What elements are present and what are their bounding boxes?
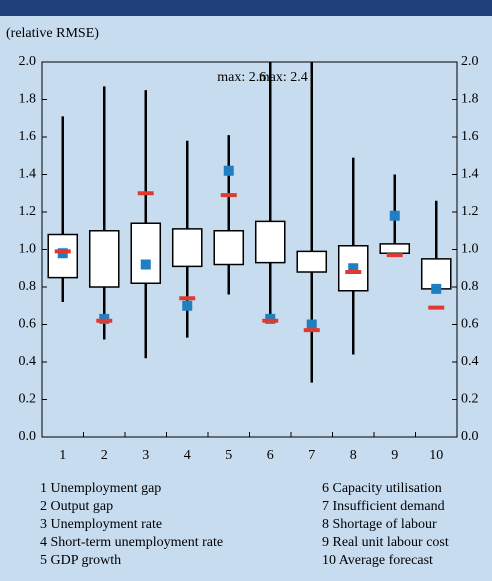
plot-area xyxy=(47,62,452,383)
marker-dash xyxy=(303,328,320,333)
legend-item: 10 Average forecast xyxy=(322,553,433,568)
box xyxy=(171,228,203,268)
y2-tick-label: 1.4 xyxy=(461,167,479,182)
legend-item: 4 Short-term unemployment rate xyxy=(40,535,223,550)
marker-square xyxy=(223,165,234,176)
marker-dash xyxy=(345,270,362,274)
annotation: max: 2.6 xyxy=(217,70,266,85)
x-tick-label: 3 xyxy=(142,448,149,463)
box xyxy=(213,230,245,266)
marker-square xyxy=(182,300,193,311)
legend-item: 1 Unemployment gap xyxy=(40,481,161,496)
box xyxy=(379,243,411,254)
x-tick-label: 5 xyxy=(225,448,232,463)
y2-tick-label: 0.2 xyxy=(461,392,479,407)
legend-item: 9 Real unit labour cost xyxy=(322,535,449,550)
y2-tick-label: 0.0 xyxy=(461,429,479,444)
y2-tick-label: 1.2 xyxy=(461,204,479,219)
marker-square xyxy=(306,319,317,330)
marker-dash xyxy=(262,318,279,323)
x-tick-label: 7 xyxy=(308,448,315,463)
legend-item: 5 GDP growth xyxy=(40,553,121,568)
y-tick-label: 2.0 xyxy=(19,54,37,69)
y-tick-label: 1.0 xyxy=(19,242,37,257)
y-tick-label: 1.6 xyxy=(19,129,37,144)
x-tick-label: 9 xyxy=(391,448,398,463)
box xyxy=(296,250,328,273)
y2-tick-label: 2.0 xyxy=(461,54,479,69)
y2-tick-label: 1.8 xyxy=(461,92,479,107)
marker-square xyxy=(389,210,400,221)
x-tick-label: 2 xyxy=(101,448,108,463)
y-tick-label: 0.6 xyxy=(19,317,37,332)
x-tick-label: 8 xyxy=(350,448,357,463)
legend-item: 6 Capacity utilisation xyxy=(322,481,442,496)
legend-item: 7 Insufficient demand xyxy=(322,499,445,514)
marker-square xyxy=(140,259,151,270)
marker-dash xyxy=(96,318,113,323)
y-tick-label: 1.4 xyxy=(19,167,37,182)
legend-item: 8 Shortage of labour xyxy=(322,517,437,532)
marker-dash xyxy=(54,249,71,254)
marker-square xyxy=(431,283,442,294)
y2-tick-label: 0.6 xyxy=(461,317,479,332)
y2-tick-label: 1.0 xyxy=(461,242,479,257)
x-tick-label: 4 xyxy=(184,448,191,463)
marker-dash xyxy=(386,253,403,258)
y-tick-label: 0.2 xyxy=(19,392,37,407)
marker-dash xyxy=(428,305,445,310)
y-tick-label: 0.4 xyxy=(19,354,37,369)
marker-square xyxy=(348,263,359,274)
y-tick-label: 0.0 xyxy=(19,429,37,444)
marker-dash xyxy=(179,296,196,301)
marker-dash xyxy=(137,191,154,196)
legend-item: 3 Unemployment rate xyxy=(40,517,162,532)
y-tick-label: 1.2 xyxy=(19,204,37,219)
box xyxy=(254,220,286,264)
chart-subtitle: (relative RMSE) xyxy=(6,26,99,41)
y-tick-label: 0.8 xyxy=(19,279,37,294)
title-bar xyxy=(0,0,492,16)
y2-tick-label: 0.8 xyxy=(461,279,479,294)
marker-dash xyxy=(220,193,237,198)
x-tick-label: 1 xyxy=(59,448,66,463)
annotation: max: 2.4 xyxy=(259,70,308,85)
box xyxy=(88,230,120,288)
y-tick-label: 1.8 xyxy=(19,92,37,107)
box xyxy=(130,222,162,284)
y2-tick-label: 0.4 xyxy=(461,354,479,369)
x-tick-label: 6 xyxy=(267,448,274,463)
y2-tick-label: 1.6 xyxy=(461,129,479,144)
legend-item: 2 Output gap xyxy=(40,499,113,514)
x-tick-label: 10 xyxy=(429,448,443,463)
